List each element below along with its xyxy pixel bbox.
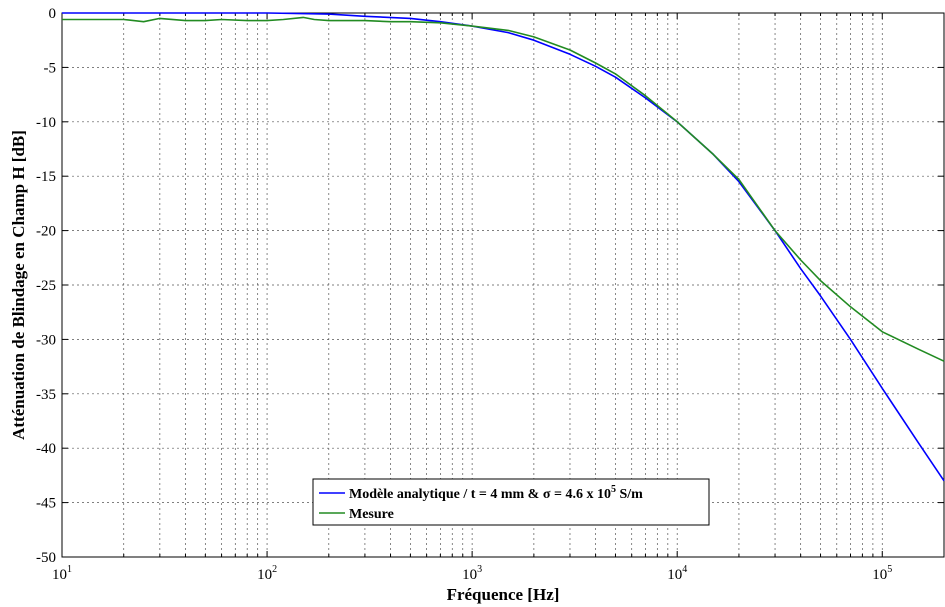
y-tick-label: -35: [36, 387, 56, 403]
axis-tick-marks: [61, 12, 945, 558]
x-axis-title: Fréquence [Hz]: [447, 585, 560, 604]
x-tick-label: 101: [52, 564, 72, 583]
y-tick-label: -50: [36, 550, 56, 566]
x-axis-tick-labels: 101 102 103 104 105: [52, 564, 892, 583]
y-tick-label: -45: [36, 496, 56, 512]
series-line-modele: [62, 12, 945, 482]
y-axis-title: Atténuation de Blindage en Champ H [dB]: [9, 130, 28, 440]
legend-label-modele: Modèle analytique / t = 4 mm & σ = 4.6 x…: [349, 484, 643, 502]
legend-box: [312, 478, 710, 526]
y-tick-label: -30: [36, 332, 56, 348]
y-axis-tick-labels: 0 -5 -10 -15 -20 -25 -30 -35 -40 -45 -50: [36, 6, 56, 566]
legend-label-mesure: Mesure: [349, 507, 394, 522]
y-tick-label: -10: [36, 115, 56, 131]
series-line-mesure: [62, 16, 945, 362]
grid: [61, 12, 945, 558]
y-tick-label: -15: [36, 169, 56, 185]
y-tick-label: -40: [36, 441, 56, 457]
x-tick-label: 102: [257, 564, 277, 583]
x-tick-label: 104: [667, 564, 687, 583]
y-tick-label: 0: [49, 6, 57, 22]
y-tick-label: -5: [44, 60, 57, 76]
x-tick-label: 105: [872, 564, 892, 583]
x-tick-label: 103: [462, 564, 482, 583]
y-tick-label: -20: [36, 224, 56, 240]
series-lines: [62, 12, 945, 482]
y-tick-label: -25: [36, 278, 56, 294]
legend: Modèle analytique / t = 4 mm & σ = 4.6 x…: [312, 478, 710, 526]
